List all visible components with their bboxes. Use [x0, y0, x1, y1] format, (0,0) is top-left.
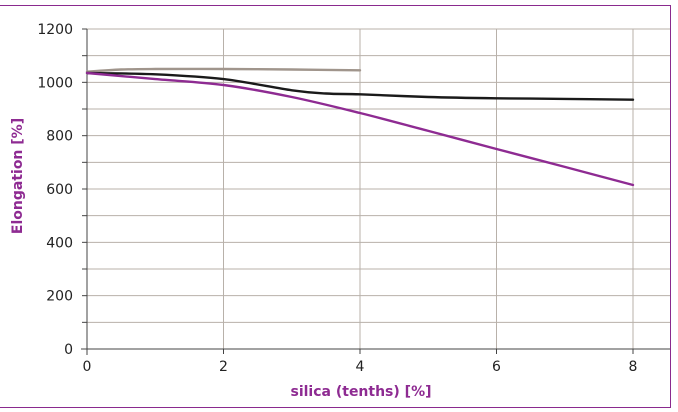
tick-labels: 0 2 4 6 8 0 200 400 600 800 1000 1200: [37, 22, 637, 375]
x-axis-label: silica (tenths) [%]: [291, 384, 432, 400]
series-group: [85, 67, 635, 187]
frame-bottom-line: [0, 407, 670, 408]
y-tick-label: 200: [46, 289, 73, 305]
series-line-1: [85, 67, 362, 73]
series-line-2: [85, 71, 635, 101]
y-tick-label: 0: [64, 342, 73, 358]
x-tick-label: 0: [83, 359, 92, 375]
y-axis-label: Elongation [%]: [10, 118, 26, 234]
y-tick-label: 800: [46, 129, 73, 145]
y-tick-label: 1200: [37, 22, 73, 38]
series-line-3: [85, 71, 635, 187]
x-tick-label: 6: [492, 359, 501, 375]
frame-top-line: [0, 5, 670, 6]
frame-right-line: [670, 5, 671, 408]
grid: [81, 28, 670, 355]
y-tick-label: 1000: [37, 75, 73, 91]
x-tick-label: 2: [219, 359, 228, 375]
y-tick-label: 600: [46, 182, 73, 198]
y-tick-label: 400: [46, 235, 73, 251]
x-tick-label: 4: [356, 359, 365, 375]
x-tick-label: 8: [629, 359, 638, 375]
